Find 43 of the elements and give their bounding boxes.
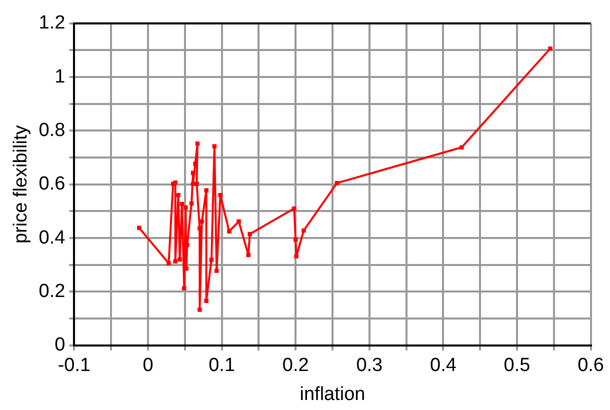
point — [190, 170, 196, 175]
point — [194, 182, 199, 186]
x-tick-label: 0.2 — [282, 355, 309, 376]
point — [548, 46, 552, 51]
point — [184, 205, 188, 210]
x-tick-label: 0.6 — [578, 355, 604, 376]
point — [293, 238, 298, 242]
point — [294, 254, 298, 258]
point — [248, 232, 252, 236]
x-tick-label: 0.1 — [208, 355, 236, 376]
point — [178, 257, 182, 262]
x-tick-label: 0.4 — [430, 355, 457, 376]
y-tick-label: 1.2 — [38, 12, 66, 34]
point — [227, 229, 232, 234]
point — [302, 228, 306, 233]
y-tick-label: 0.8 — [38, 120, 66, 141]
point — [166, 261, 171, 266]
y-tick-label: 1 — [54, 66, 66, 88]
point — [212, 144, 217, 148]
x-tick-label: 0.3 — [356, 355, 383, 376]
point — [198, 308, 202, 312]
y-tick-label: 0.2 — [38, 280, 66, 302]
x-tick-label: 0.5 — [504, 355, 530, 376]
y-axis-title: price flexibility — [10, 124, 32, 244]
point — [209, 258, 214, 262]
x-axis-title: inflation — [300, 384, 366, 405]
point — [137, 226, 142, 230]
y-tick-label: 0.4 — [38, 227, 66, 248]
point — [204, 188, 208, 192]
point — [204, 298, 208, 303]
point — [292, 206, 296, 211]
point — [460, 145, 464, 150]
y-tick-label: 0.6 — [38, 174, 66, 195]
point — [173, 180, 178, 185]
x-tick-label: -0.1 — [58, 355, 91, 376]
point — [218, 193, 222, 198]
x-tick-label: 0 — [142, 355, 154, 376]
point — [176, 193, 180, 198]
point — [214, 268, 219, 273]
point — [173, 259, 178, 264]
point — [236, 219, 241, 224]
y-tick-label: 0 — [54, 334, 66, 356]
point — [182, 286, 186, 290]
